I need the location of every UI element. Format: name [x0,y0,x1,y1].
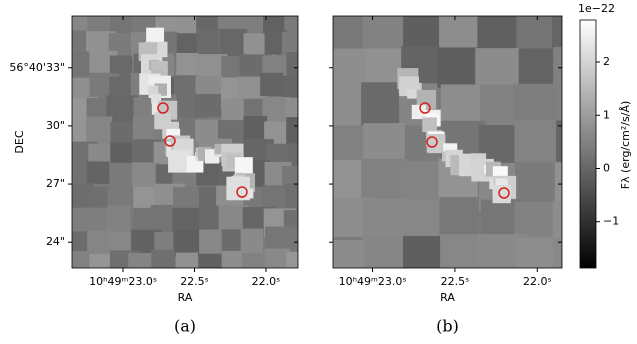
colorbar-tick-label: 0 [603,161,610,174]
image-cell [514,84,560,123]
image-cell [329,10,369,53]
image-cell [107,205,130,231]
colorbar-label: Fλ (erg/cm²/s/Å) [619,101,632,190]
image-cell [288,143,321,168]
colorbar-offset: 1e−22 [578,2,615,15]
image-cell [439,197,477,238]
y-tick-label: 24" [46,235,65,248]
image-cell-bright [407,89,417,99]
image-cell-bright [412,105,426,119]
image-cell [194,94,221,117]
y-tick-label: 27" [46,177,65,190]
colorbar [580,20,596,268]
x-tick-label: 22.5ˢ [441,275,470,288]
image-cell [151,205,174,233]
image-cell [363,7,406,54]
x-tick-label: 22.5ˢ [180,275,209,288]
x-tick-label: 22.0ˢ [252,275,281,288]
colorbar-tick-label: 2 [603,55,610,68]
image-cell [62,163,91,187]
colorbar-tick-label: −1 [603,215,619,228]
y-tick-label: 56°40'33" [9,61,65,74]
image-cell-bright [422,117,437,132]
image-cell-bright [235,157,253,175]
y-tick-label: 30" [46,119,65,132]
image-cell-bright [493,185,511,203]
colorbar-tick-label: 1 [603,108,610,121]
image-cell [242,253,264,276]
x-tick-label: 10ʰ49ᵐ23.0ˢ [339,275,407,288]
image-cell [325,240,366,278]
image-cell [440,234,484,276]
image-cell [282,76,315,100]
x-axis-label: RA [178,291,193,304]
panel-caption: (a) [174,317,196,336]
image-cell [244,116,268,143]
image-panel-a [62,8,321,286]
image-cell [220,29,247,58]
panel-caption: (b) [436,317,459,336]
image-cell [286,52,317,79]
image-panel-b [323,6,605,285]
image-cell [260,73,283,96]
x-tick-label: 10ʰ49ᵐ23.0ˢ [89,275,157,288]
x-axis-label: RA [440,291,455,304]
image-cell [87,161,110,184]
figure: 10ʰ49ᵐ23.0ˢ 22.5ˢ 22.0ˢ 56°40'33" 30" 27" 24" R… [0,0,637,344]
y-axis-label: DEC [13,130,26,153]
x-tick-label: 22.0ˢ [523,275,552,288]
